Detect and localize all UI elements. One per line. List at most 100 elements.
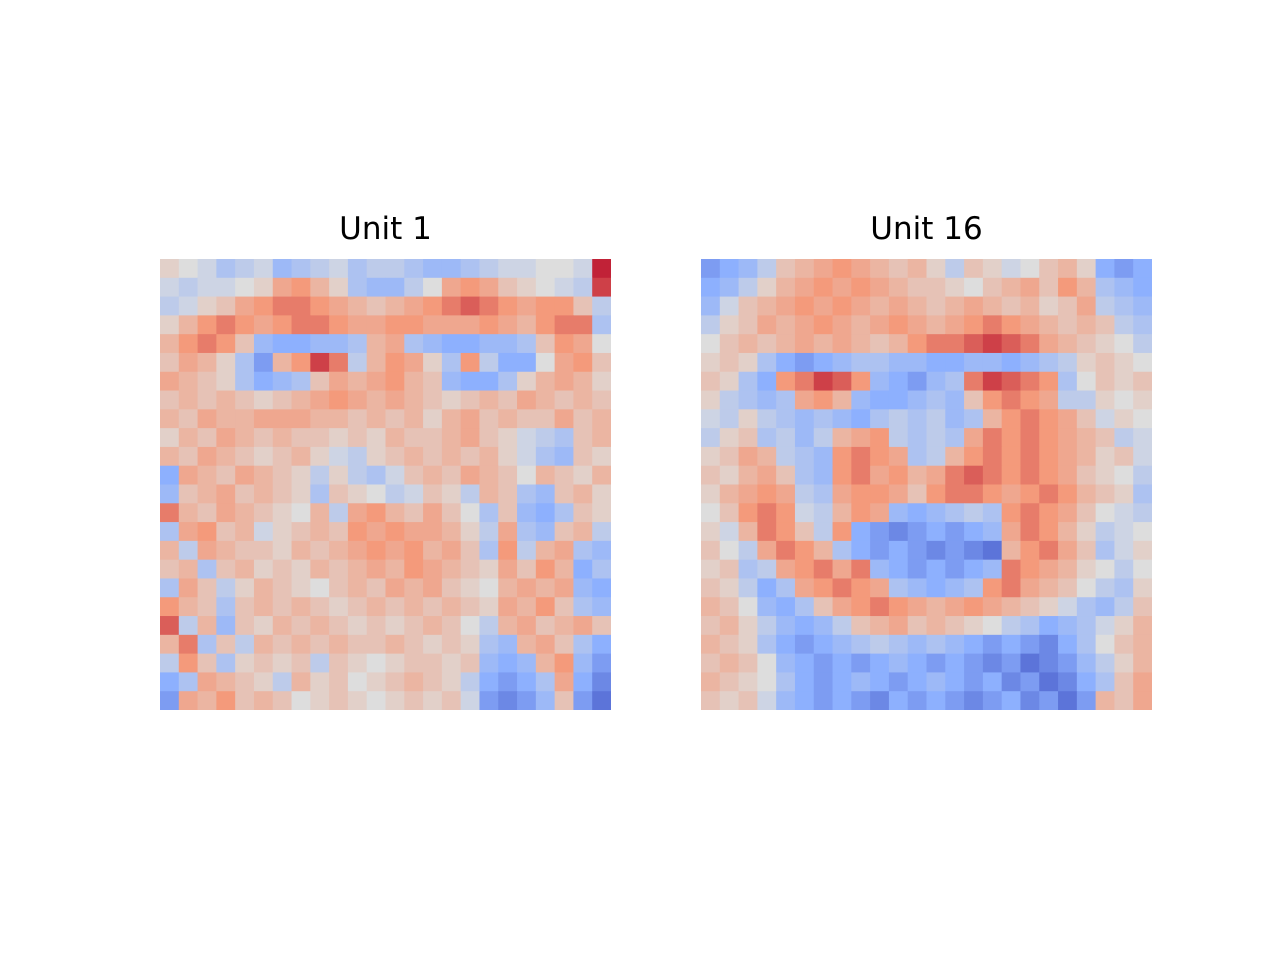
heatmap-cell <box>738 446 758 467</box>
heatmap-cell <box>926 672 946 692</box>
heatmap-cell <box>441 653 462 673</box>
heatmap-cell <box>964 616 984 636</box>
heatmap-cell <box>964 446 984 467</box>
heatmap-cell <box>982 446 1003 467</box>
heatmap-cell <box>366 522 386 542</box>
heatmap-cell <box>757 334 777 354</box>
heatmap-cell <box>794 352 815 373</box>
heatmap-cell <box>592 484 611 504</box>
heatmap-cell <box>404 578 424 598</box>
heatmap-cell <box>479 522 499 542</box>
heatmap-cell <box>329 597 349 617</box>
heatmap-cell <box>423 371 443 392</box>
heatmap-cell <box>385 352 405 373</box>
heatmap-cell <box>851 446 871 467</box>
heatmap-cell <box>1095 653 1115 673</box>
heatmap-cell <box>738 277 758 298</box>
heatmap-cell <box>347 672 368 692</box>
heatmap-cell <box>216 428 236 448</box>
heatmap-cell <box>1020 559 1040 579</box>
heatmap-cell <box>851 503 871 523</box>
heatmap-cell <box>178 465 199 485</box>
heatmap-cell <box>1114 409 1134 429</box>
heatmap-cell <box>1058 616 1078 636</box>
heatmap-cell <box>888 465 909 485</box>
heatmap-cell <box>1114 653 1134 673</box>
heatmap-unit-16 <box>701 259 1152 710</box>
heatmap-unit-1 <box>160 259 611 710</box>
heatmap-cell <box>776 484 796 504</box>
heatmap-cell <box>701 540 721 561</box>
heatmap-cell <box>404 446 424 467</box>
heatmap-cell <box>197 352 217 373</box>
heatmap-cell <box>404 522 424 542</box>
heatmap-cell <box>291 315 311 335</box>
heatmap-cell <box>366 672 386 692</box>
heatmap-cell <box>1114 691 1134 710</box>
heatmap-cell <box>160 259 180 279</box>
heatmap-cell <box>216 691 236 710</box>
heatmap-cell <box>1039 446 1059 467</box>
heatmap-cell <box>178 503 199 523</box>
heatmap-cell <box>1076 277 1097 298</box>
heatmap-cell <box>347 409 368 429</box>
heatmap-cell <box>719 522 740 542</box>
heatmap-cell <box>719 371 740 392</box>
heatmap-cell <box>366 315 386 335</box>
heatmap-cell <box>719 653 740 673</box>
heatmap-cell <box>1001 296 1021 316</box>
heatmap-cell <box>253 691 274 710</box>
heatmap-cell <box>573 409 593 429</box>
heatmap-cell <box>535 578 556 598</box>
heatmap-cell <box>498 428 518 448</box>
heatmap-cell <box>945 672 965 692</box>
heatmap-cell <box>757 371 777 392</box>
heatmap-cell <box>291 672 311 692</box>
heatmap-cell <box>592 653 611 673</box>
heatmap-cell <box>178 597 199 617</box>
heatmap-cell <box>178 616 199 636</box>
heatmap-cell <box>291 484 311 504</box>
heatmap-cell <box>794 259 815 279</box>
heatmap-cell <box>1020 428 1040 448</box>
heatmap-cell <box>888 428 909 448</box>
heatmap-cell <box>216 616 236 636</box>
heatmap-cell <box>498 634 518 655</box>
heatmap-cell <box>366 559 386 579</box>
heatmap-cell <box>832 559 852 579</box>
heatmap-cell <box>573 371 593 392</box>
heatmap-cell <box>945 259 965 279</box>
heatmap-cell <box>235 352 255 373</box>
heatmap-cell <box>1133 390 1152 410</box>
heatmap-cell <box>1001 616 1021 636</box>
heatmap-cell <box>870 522 890 542</box>
heatmap-cell <box>329 277 349 298</box>
heatmap-cell <box>347 634 368 655</box>
heatmap-cell <box>291 522 311 542</box>
heatmap-cell <box>982 597 1003 617</box>
heatmap-cell <box>1114 390 1134 410</box>
heatmap-cell <box>1039 334 1059 354</box>
heatmap-cell <box>573 672 593 692</box>
heatmap-cell <box>1133 653 1152 673</box>
heatmap-cell <box>329 503 349 523</box>
heatmap-cell <box>701 446 721 467</box>
heatmap-cell <box>329 484 349 504</box>
heatmap-cell <box>385 559 405 579</box>
heatmap-cell <box>794 277 815 298</box>
heatmap-cell <box>1020 616 1040 636</box>
heatmap-cell <box>888 446 909 467</box>
heatmap-cell <box>404 634 424 655</box>
heatmap-cell <box>460 484 480 504</box>
heatmap-cell <box>498 390 518 410</box>
heatmap-cell <box>719 578 740 598</box>
heatmap-cell <box>1001 371 1021 392</box>
heatmap-cell <box>832 277 852 298</box>
heatmap-cell <box>329 691 349 710</box>
heatmap-cell <box>982 409 1003 429</box>
heatmap-cell <box>216 315 236 335</box>
heatmap-cell <box>1058 296 1078 316</box>
heatmap-cell <box>1058 259 1078 279</box>
heatmap-cell <box>1020 691 1040 710</box>
heatmap-cell <box>235 428 255 448</box>
